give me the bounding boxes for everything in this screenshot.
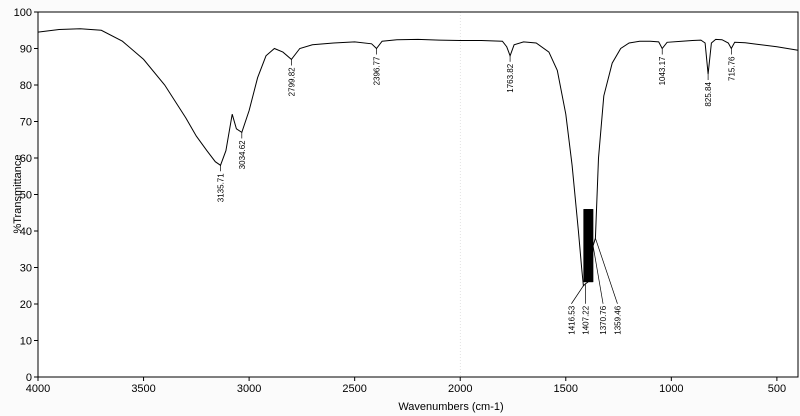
peak-leader-line <box>592 245 604 304</box>
x-tick-label: 500 <box>768 383 786 395</box>
peak-label: 1359.46 <box>613 305 622 334</box>
y-tick-label: 30 <box>20 263 32 275</box>
spectrum-line <box>37 28 799 287</box>
x-tick-label: 1500 <box>554 383 578 395</box>
peak-leader-line <box>571 285 584 304</box>
x-axis-title: Wavenumbers (cm-1) <box>398 401 503 413</box>
peak-leader-line <box>595 238 618 304</box>
y-axis-ticks: 0 10 20 30 40 50 60 70 80 90 100 <box>14 7 38 384</box>
y-tick-label: 100 <box>14 7 32 19</box>
peak-label: 2396.77 <box>373 56 382 85</box>
peak-label: 1370.76 <box>599 305 608 334</box>
peak-labels: 3135.71 3034.62 2799.82 2396.77 1763.82 1416.… <box>217 48 736 335</box>
y-tick-label: 50 <box>20 190 32 202</box>
peak-label: 3135.71 <box>217 173 226 202</box>
y-tick-label: 10 <box>20 336 32 348</box>
y-tick-label: 20 <box>20 299 32 311</box>
peak-label: 3034.62 <box>238 140 247 169</box>
peak-label: 1407.22 <box>581 305 590 334</box>
peak-label: 715.76 <box>727 56 736 81</box>
peak-label: 1763.82 <box>506 63 515 92</box>
x-axis-ticks: 4000 3500 3000 2500 2000 1500 1000 500 <box>26 377 786 395</box>
peak-label: 1043.17 <box>658 56 667 85</box>
x-tick-label: 2500 <box>342 383 366 395</box>
plot-frame <box>37 11 799 378</box>
x-tick-label: 3000 <box>237 383 261 395</box>
peak-label: 825.84 <box>704 82 713 107</box>
y-tick-label: 40 <box>20 226 32 238</box>
x-tick-label: 2000 <box>448 383 472 395</box>
plot-area <box>38 12 798 377</box>
y-tick-label: 70 <box>20 117 32 129</box>
peak-label: 1416.53 <box>567 305 576 334</box>
y-tick-label: 90 <box>20 44 32 56</box>
peak-label: 2799.82 <box>287 67 296 96</box>
x-tick-label: 1000 <box>659 383 683 395</box>
y-tick-label: 80 <box>20 80 32 92</box>
x-tick-label: 3500 <box>131 383 155 395</box>
y-axis-title: %Transmittance <box>12 154 24 233</box>
y-tick-label: 0 <box>26 372 32 384</box>
y-tick-label: 60 <box>20 153 32 165</box>
x-tick-label: 4000 <box>26 383 50 395</box>
